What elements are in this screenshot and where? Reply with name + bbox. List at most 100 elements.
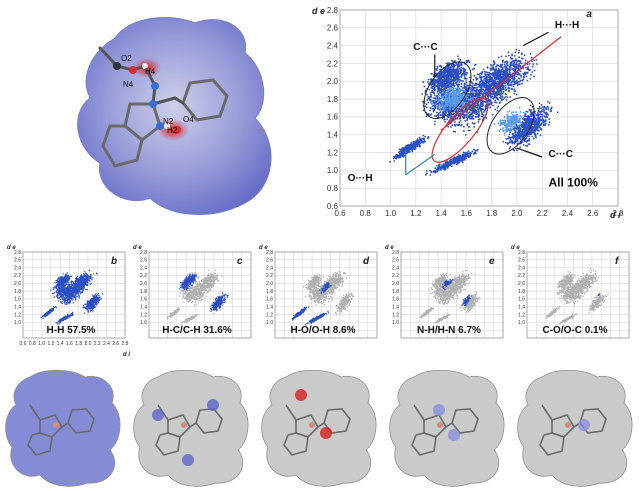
- point: [492, 97, 494, 100]
- point: [507, 127, 510, 130]
- point: [438, 108, 441, 111]
- point: [473, 126, 476, 128]
- point: [437, 107, 439, 109]
- point: [525, 110, 528, 113]
- point: [506, 63, 508, 65]
- point: [507, 74, 509, 76]
- point: [447, 72, 450, 74]
- point: [536, 113, 539, 116]
- point: [496, 80, 499, 83]
- point: [453, 101, 456, 103]
- point: [507, 125, 509, 128]
- point: [453, 91, 456, 94]
- point: [467, 154, 470, 157]
- point: [499, 124, 502, 127]
- point: [535, 58, 538, 61]
- point: [450, 59, 453, 62]
- y-tick-label: 2.2: [327, 59, 339, 68]
- point: [508, 147, 511, 150]
- point: [517, 134, 520, 137]
- point: [463, 76, 466, 78]
- point: [444, 89, 447, 92]
- point: [447, 66, 450, 69]
- point: [491, 83, 494, 86]
- atom-label-n2: N2: [163, 117, 174, 126]
- point: [442, 84, 445, 87]
- annotation-cc-upper: C···C: [413, 42, 437, 53]
- x-tick-label: 2.4: [562, 209, 574, 218]
- point: [495, 65, 498, 68]
- annotation-oh: O···H: [348, 173, 373, 184]
- y-tick-label: 2.6: [14, 258, 21, 264]
- point: [499, 74, 502, 77]
- point: [459, 59, 462, 61]
- point: [485, 86, 488, 89]
- point: [524, 121, 527, 124]
- point: [534, 121, 537, 124]
- point: [498, 88, 501, 91]
- point: [521, 132, 524, 135]
- point: [418, 143, 420, 146]
- point: [471, 95, 473, 98]
- point: [513, 64, 516, 67]
- point: [440, 97, 443, 100]
- point: [460, 69, 463, 72]
- point: [515, 79, 518, 82]
- point: [544, 120, 547, 122]
- point: [460, 79, 463, 82]
- point: [467, 129, 470, 132]
- point: [458, 95, 461, 98]
- point: [518, 80, 521, 83]
- point: [513, 62, 516, 65]
- point: [536, 111, 539, 114]
- point: [519, 111, 522, 113]
- point: [495, 68, 498, 71]
- point: [498, 65, 501, 68]
- point: [489, 75, 492, 78]
- point: [480, 102, 483, 104]
- point: [538, 121, 541, 123]
- point: [534, 124, 537, 127]
- point: [522, 111, 525, 114]
- point: [500, 75, 503, 78]
- point: [508, 71, 511, 74]
- point: [456, 159, 458, 162]
- point: [464, 153, 467, 156]
- point: [452, 90, 455, 93]
- point: [458, 80, 460, 83]
- point: [496, 88, 499, 91]
- point: [460, 85, 463, 88]
- point: [411, 144, 413, 147]
- point: [452, 161, 455, 164]
- point: [454, 115, 457, 118]
- point: [459, 120, 462, 122]
- point: [509, 69, 512, 71]
- point: [512, 83, 514, 86]
- point: [457, 160, 460, 163]
- point: [495, 74, 498, 77]
- atom-label-h4: H4: [145, 67, 156, 76]
- point: [473, 97, 476, 100]
- point: [476, 93, 479, 96]
- point: [527, 68, 530, 71]
- point: [453, 93, 456, 96]
- point: [419, 145, 422, 147]
- point: [512, 59, 515, 62]
- point: [461, 156, 464, 158]
- point: [442, 76, 445, 79]
- point: [516, 135, 519, 138]
- point: [454, 72, 457, 74]
- point: [454, 82, 457, 85]
- point: [465, 107, 468, 110]
- point: [423, 140, 425, 143]
- point: [465, 157, 468, 160]
- point: [537, 116, 539, 119]
- point: [462, 80, 465, 83]
- point: [461, 161, 464, 164]
- point: [411, 147, 413, 150]
- point: [510, 116, 513, 118]
- point: [447, 90, 450, 92]
- point: [480, 72, 483, 75]
- point: [515, 119, 518, 122]
- x-tick-label: 2.8: [612, 209, 624, 218]
